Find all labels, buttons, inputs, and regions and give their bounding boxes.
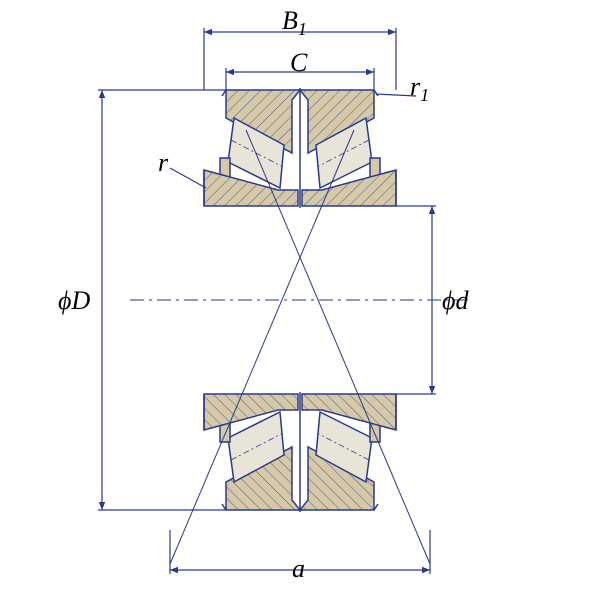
label-r1: r1: [410, 72, 429, 106]
B1-main: B: [282, 6, 298, 35]
label-d: ϕd: [442, 286, 468, 316]
label-C: C: [290, 48, 307, 78]
r1-sub: 1: [420, 85, 429, 105]
B1-sub: 1: [298, 19, 307, 39]
label-r: r: [158, 148, 168, 178]
label-a: a: [292, 554, 305, 584]
label-B1: B1: [282, 6, 307, 40]
label-D: ϕD: [58, 286, 90, 316]
r1-main: r: [410, 72, 420, 101]
